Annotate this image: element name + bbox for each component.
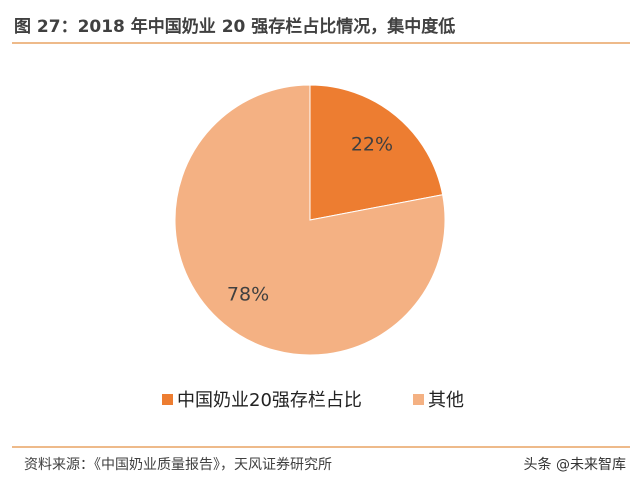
chart-title: 图 27：2018 年中国奶业 20 强存栏占比情况，集中度低	[14, 16, 455, 37]
legend-swatch	[162, 394, 173, 405]
legend-label: 其他	[428, 390, 464, 411]
source: 资料来源：《中国奶业质量报告》，天风证券研究所	[24, 457, 332, 473]
legend-swatch	[413, 394, 424, 405]
data-label: 22%	[351, 134, 393, 156]
legend: 中国奶业20强存栏占比 其他	[162, 390, 464, 411]
watermark: 头条 @未来智库	[524, 456, 626, 473]
legend-label: 中国奶业20强存栏占比	[177, 390, 362, 411]
pie-slice	[174, 84, 446, 356]
pie-slice	[309, 84, 444, 221]
pie: 22% 78%	[174, 84, 446, 356]
data-label: 78%	[227, 283, 269, 305]
